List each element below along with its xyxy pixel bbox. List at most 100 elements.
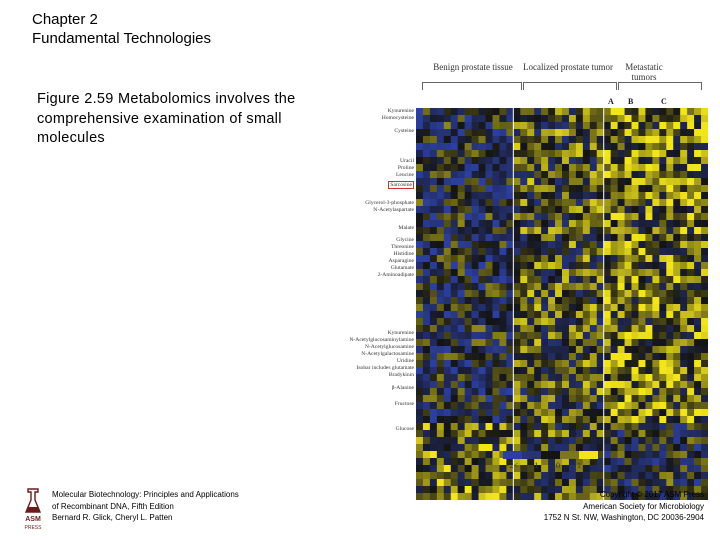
heatmap-cell [422, 262, 431, 270]
heatmap-cell [631, 297, 639, 305]
asm-press-logo: ASM PRESS [22, 486, 44, 532]
heatmap-cell [443, 437, 452, 445]
heatmap-cell [492, 311, 500, 319]
heatmap-cell [513, 220, 521, 228]
heatmap-cell [541, 395, 549, 403]
heatmap-cell [610, 402, 618, 410]
heatmap-cell [534, 276, 542, 284]
heatmap-cell [436, 493, 445, 500]
heatmap-cell [624, 451, 632, 459]
heatmap-cell [659, 108, 667, 116]
heatmap-cell [485, 458, 493, 466]
heatmap-cell [555, 430, 563, 438]
heatmap-cell [659, 248, 667, 256]
heatmap-cell [492, 143, 500, 151]
heatmap-cell [534, 332, 542, 340]
heatmap-cell [534, 388, 542, 396]
heatmap-cell [527, 206, 535, 214]
heatmap-cell [568, 297, 577, 305]
heatmap-cell [589, 339, 598, 347]
heatmap-cell [575, 122, 584, 130]
heatmap-cell [694, 353, 702, 361]
heatmap-cell [422, 311, 431, 319]
heatmap-cell [582, 178, 591, 186]
heatmap-cell [548, 360, 556, 368]
heatmap-cell [617, 192, 625, 200]
heatmap-cell [645, 423, 653, 431]
heatmap-cell [499, 269, 507, 277]
heatmap-cell [436, 332, 445, 340]
heatmap-cell [555, 367, 563, 375]
heatmap-cell [638, 136, 646, 144]
heatmap-cell [520, 255, 528, 263]
heatmap-cell [450, 220, 459, 228]
heatmap-cell [603, 227, 611, 235]
heatmap-cell [666, 115, 674, 123]
heatmap-cell [499, 122, 507, 130]
heatmap-cell [589, 360, 598, 368]
heatmap-cell [631, 486, 639, 494]
heatmap-cell [624, 234, 632, 242]
heatmap-cell [680, 458, 688, 466]
heatmap-cell [555, 388, 563, 396]
heatmap-cell [617, 150, 625, 158]
heatmap-cell [652, 402, 660, 410]
heatmap-cell [492, 122, 500, 130]
heatmap-cell [443, 171, 452, 179]
heatmap-cell [464, 437, 472, 445]
heatmap-cell [610, 199, 618, 207]
heatmap-cell [596, 353, 605, 361]
heatmap-cell [701, 486, 708, 494]
heatmap-cell [589, 283, 598, 291]
heatmap-cell [673, 164, 681, 172]
heatmap-cell [416, 255, 424, 263]
heatmap-cell [652, 465, 660, 473]
heatmap-cell [513, 395, 521, 403]
heatmap-cell [645, 374, 653, 382]
heatmap-cell [443, 290, 452, 298]
heatmap-cell [464, 227, 472, 235]
heatmap-cell [624, 367, 632, 375]
heatmap-cell [464, 465, 472, 473]
heatmap-cell [666, 157, 674, 165]
heatmap-cell [499, 115, 507, 123]
heatmap-cell [429, 360, 438, 368]
heatmap-cell [478, 311, 486, 319]
heatmap-cell [436, 374, 445, 382]
heatmap-cell [673, 150, 681, 158]
heatmap-cell [548, 290, 556, 298]
heatmap-cell [624, 262, 632, 270]
heatmap-cell [638, 486, 646, 494]
heatmap-cell [694, 115, 702, 123]
heatmap-cell [631, 367, 639, 375]
heatmap-cell [527, 283, 535, 291]
heatmap-cell [499, 220, 507, 228]
heatmap-cell [422, 493, 431, 500]
heatmap-cell [450, 451, 459, 459]
heatmap-cell [478, 416, 486, 424]
svg-text:ASM: ASM [25, 516, 41, 523]
heatmap-cell [464, 374, 472, 382]
heatmap-cell [645, 402, 653, 410]
heatmap-cell [457, 444, 465, 452]
heatmap-cell [659, 444, 667, 452]
heatmap-cell [436, 304, 445, 312]
chapter-title: Chapter 2 Fundamental Technologies [32, 10, 211, 48]
heatmap-cell [450, 304, 459, 312]
heatmap-cell [701, 115, 708, 123]
heatmap-cell [680, 339, 688, 347]
heatmap-cell [638, 444, 646, 452]
heatmap-cell [527, 465, 535, 473]
heatmap-cell [680, 409, 688, 417]
heatmap-cell [485, 353, 493, 361]
heatmap-cell [492, 451, 500, 459]
heatmap-cell [575, 472, 584, 480]
heatmap-cell [534, 234, 542, 242]
heatmap-cell [527, 220, 535, 228]
heatmap-cell [652, 458, 660, 466]
heatmap-cell [520, 297, 528, 305]
heatmap-cell [520, 143, 528, 151]
heatmap-cell [582, 164, 591, 172]
heatmap-cell [562, 409, 570, 417]
heatmap-cell [701, 129, 708, 137]
